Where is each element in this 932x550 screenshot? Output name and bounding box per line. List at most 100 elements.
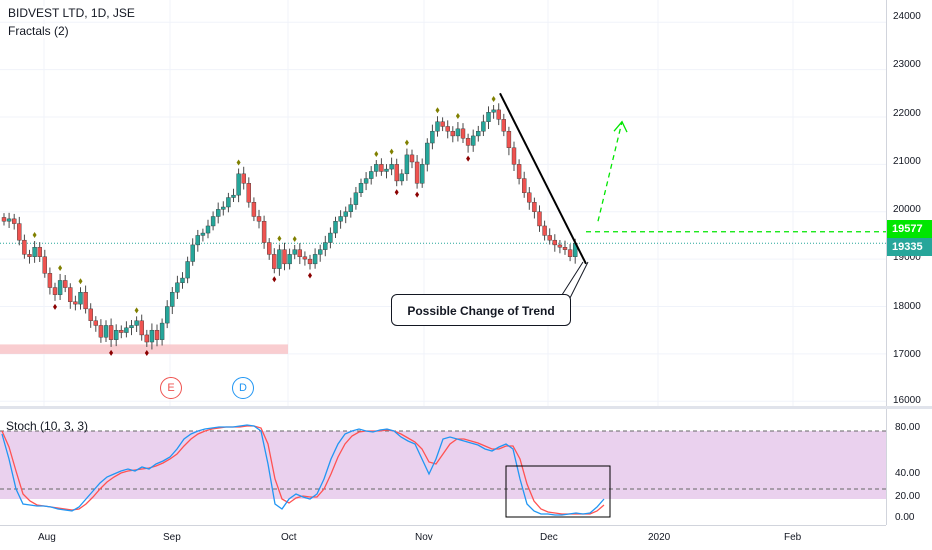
candle-body bbox=[445, 126, 450, 132]
fractal-down-marker bbox=[466, 155, 471, 162]
candle-body bbox=[205, 225, 211, 234]
price-chart-pane[interactable]: BIDVEST LTD, 1D, JSE Fractals (2) Possib… bbox=[0, 0, 886, 406]
downtrend-line bbox=[499, 92, 587, 265]
candle-body bbox=[522, 178, 527, 193]
candle-body bbox=[557, 244, 563, 248]
candle-body bbox=[567, 249, 573, 257]
support-zone bbox=[0, 344, 288, 354]
projection-arrow-head bbox=[613, 120, 628, 133]
candle-body bbox=[511, 147, 517, 165]
candle-body bbox=[527, 192, 532, 203]
candle-body bbox=[450, 130, 455, 137]
callout-pointer bbox=[559, 261, 584, 299]
fractal-up-marker bbox=[435, 107, 440, 114]
candle-body bbox=[542, 225, 547, 236]
candle-body bbox=[312, 254, 318, 265]
fractal-up-marker bbox=[455, 113, 460, 120]
current-price-tag: 19335 bbox=[887, 238, 932, 256]
stoch-k-line bbox=[1, 424, 605, 516]
time-tick: 2020 bbox=[648, 532, 671, 543]
target-price-tag: 19577 bbox=[887, 220, 932, 238]
candle-body bbox=[42, 256, 47, 274]
candle-body bbox=[358, 183, 364, 193]
stochastic-pane[interactable]: Stoch (10, 3, 3) bbox=[0, 409, 886, 525]
candle-body bbox=[113, 329, 119, 340]
stoch-tick: 20.00 bbox=[895, 491, 921, 502]
candle-body bbox=[399, 173, 404, 182]
candle-body bbox=[88, 308, 93, 321]
fractal-down-marker bbox=[415, 191, 420, 198]
candle-body bbox=[27, 254, 32, 257]
annotation-callout[interactable]: Possible Change of Trend bbox=[391, 294, 571, 326]
fractal-up-marker bbox=[277, 235, 282, 242]
candle-body bbox=[73, 301, 78, 305]
candle-body bbox=[318, 249, 323, 255]
candle-body bbox=[552, 239, 557, 246]
time-tick: Feb bbox=[784, 532, 802, 543]
dividend-event-badge[interactable]: D bbox=[232, 377, 254, 399]
fractal-down-marker bbox=[272, 276, 277, 283]
fractal-up-marker bbox=[404, 139, 409, 146]
candle-body bbox=[68, 287, 73, 302]
candle-body bbox=[124, 327, 129, 333]
stoch-tick: 80.00 bbox=[895, 422, 921, 433]
price-tick: 24000 bbox=[893, 11, 921, 22]
candle-body bbox=[277, 249, 282, 269]
stochastic-canvas[interactable] bbox=[0, 409, 886, 525]
earnings-event-badge[interactable]: E bbox=[160, 377, 182, 399]
pane-divider[interactable] bbox=[0, 406, 932, 409]
candle-body bbox=[226, 197, 231, 208]
stochastic-axis[interactable]: 80.00 40.00 20.00 0.00 bbox=[886, 409, 932, 525]
price-chart-canvas[interactable] bbox=[0, 0, 886, 406]
time-axis[interactable]: Aug Sep Oct Nov Dec 2020 Feb bbox=[0, 525, 886, 550]
candle-body bbox=[175, 282, 180, 293]
candle-body bbox=[241, 173, 246, 184]
candle-body bbox=[108, 325, 114, 340]
candle-body bbox=[185, 261, 190, 279]
candle-body bbox=[261, 221, 267, 243]
candle-body bbox=[465, 138, 471, 146]
candle-body bbox=[282, 249, 287, 265]
price-tick: 21000 bbox=[893, 156, 921, 167]
fractal-up-marker bbox=[292, 235, 297, 242]
candle-body bbox=[139, 320, 144, 336]
highlight-box bbox=[505, 465, 611, 518]
candle-body bbox=[17, 223, 22, 241]
candle-body bbox=[532, 202, 537, 212]
candle-body bbox=[547, 235, 552, 241]
candle-body bbox=[292, 249, 297, 255]
price-axis[interactable]: 24000 23000 22000 21000 20000 19000 1800… bbox=[886, 0, 932, 406]
candle-body bbox=[210, 216, 216, 227]
fractal-up-marker bbox=[389, 148, 394, 155]
price-tick: 17000 bbox=[893, 349, 921, 360]
time-tick: Sep bbox=[163, 532, 181, 543]
time-tick: Oct bbox=[281, 532, 297, 543]
fractal-down-marker bbox=[53, 303, 57, 310]
candle-body bbox=[394, 164, 399, 182]
stoch-tick: 40.00 bbox=[895, 468, 921, 479]
candle-body bbox=[460, 128, 466, 139]
fractal-up-marker bbox=[58, 264, 63, 271]
candle-body bbox=[159, 322, 165, 340]
indicator-label[interactable]: Fractals (2) bbox=[6, 24, 71, 38]
price-tick: 18000 bbox=[893, 301, 921, 312]
candle-body bbox=[272, 254, 277, 269]
candle-body bbox=[215, 209, 221, 217]
candle-body bbox=[455, 128, 461, 137]
fractal-up-marker bbox=[236, 159, 241, 166]
candle-body bbox=[420, 164, 425, 184]
candle-body bbox=[164, 306, 170, 324]
stochastic-label[interactable]: Stoch (10, 3, 3) bbox=[6, 419, 89, 433]
candle-body bbox=[37, 247, 42, 257]
candle-body bbox=[98, 325, 104, 338]
candle-body bbox=[389, 164, 394, 170]
candle-body bbox=[236, 173, 241, 196]
candle-body bbox=[414, 161, 420, 184]
candle-body bbox=[516, 164, 522, 179]
time-tick: Nov bbox=[415, 532, 433, 543]
candle-body bbox=[246, 183, 252, 203]
fractal-up-marker bbox=[491, 96, 496, 103]
stoch-tick: 0.00 bbox=[895, 512, 915, 523]
candle-body bbox=[425, 142, 430, 165]
candle-body bbox=[103, 325, 109, 338]
